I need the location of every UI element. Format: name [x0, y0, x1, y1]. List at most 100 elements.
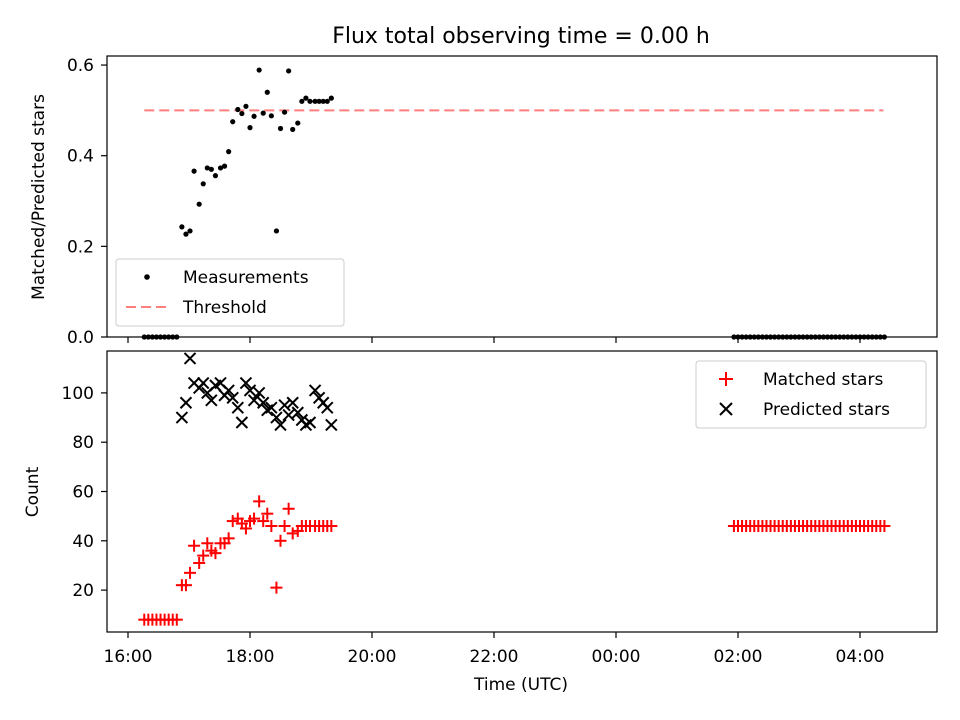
top-panel-frame: [106, 55, 938, 338]
measurement-point: [804, 334, 810, 340]
matched-star-point: [253, 495, 266, 508]
predicted-star-point: [265, 401, 278, 414]
legend-threshold-label: Threshold: [182, 298, 267, 318]
matched-stars-points: [138, 495, 891, 626]
measurement-point: [800, 334, 806, 340]
measurement-point: [239, 110, 245, 117]
measurement-point: [183, 231, 189, 237]
measurement-point: [286, 68, 292, 74]
top-x-ticks: [127, 337, 861, 343]
measurement-point: [312, 98, 318, 104]
measurement-point: [141, 334, 147, 340]
matched-star-point: [265, 520, 278, 533]
measurement-point: [747, 334, 753, 340]
predicted-star-point: [247, 394, 261, 407]
matched-star-point: [261, 507, 274, 520]
predicted-star-point: [179, 396, 193, 409]
bottom-panel: 20 40 60 80 100 16:00 18:00 20:00 22:00 00:00 02:…: [23, 350, 938, 695]
measurement-point: [772, 334, 778, 340]
measurement-point: [179, 224, 185, 230]
predicted-star-point: [235, 416, 249, 429]
legend-matched-marker: [719, 372, 733, 386]
measurement-point: [328, 95, 334, 101]
measurement-point: [166, 334, 172, 340]
x-tick-label: 22:00: [470, 647, 519, 667]
measurement-point: [200, 181, 206, 187]
measurement-point: [857, 334, 863, 340]
matched-star-point: [188, 539, 201, 552]
measurement-point: [873, 334, 879, 340]
measurement-point: [303, 95, 309, 101]
predicted-star-point: [231, 401, 245, 414]
measurement-point: [865, 334, 871, 340]
matched-star-point: [278, 520, 291, 533]
measurement-point: [881, 334, 888, 340]
measurement-point: [260, 110, 266, 116]
measurement-point: [869, 334, 875, 340]
matched-star-point: [226, 515, 239, 528]
measurement-point: [299, 98, 305, 104]
legend-predicted-marker: [719, 402, 733, 416]
matched-star-point: [170, 613, 183, 626]
measurement-point: [808, 334, 814, 340]
bottom-y-tick-label: 100: [62, 384, 94, 404]
measurement-point: [845, 334, 851, 340]
matched-star-point: [248, 512, 261, 525]
measurement-point: [221, 163, 228, 169]
measurement-point: [149, 334, 155, 340]
measurement-point: [816, 334, 822, 340]
matched-star-point: [197, 549, 210, 562]
measurement-points: [141, 67, 888, 340]
x-tick-label: 16:00: [104, 647, 153, 667]
predicted-star-point: [243, 384, 257, 397]
predicted-star-point: [325, 418, 338, 432]
predicted-star-point: [308, 384, 322, 397]
measurement-point: [145, 334, 151, 340]
measurement-point: [828, 334, 835, 340]
x-axis-label: Time (UTC): [473, 675, 568, 695]
predicted-star-point: [239, 376, 253, 390]
measurement-point: [235, 106, 241, 113]
predicted-star-point: [197, 376, 210, 390]
measurement-point: [833, 334, 839, 340]
measurement-point: [820, 334, 827, 340]
measurement-point: [751, 334, 757, 340]
measurement-point: [243, 103, 249, 109]
bottom-legend: Matched stars Predicted stars: [695, 360, 927, 429]
measurement-point: [743, 334, 749, 340]
measurement-point: [268, 113, 274, 119]
x-tick-label: 02:00: [714, 647, 763, 667]
bottom-y-ticks: 20 40 60 80 100: [62, 384, 107, 601]
measurement-point: [295, 120, 301, 126]
top-y-tick-label: 0.2: [67, 237, 94, 257]
bottom-y-tick-label: 60: [72, 483, 94, 503]
top-y-ticks: 0.0 0.2 0.4 0.6: [67, 56, 107, 348]
measurement-point: [824, 334, 831, 340]
predicted-star-point: [183, 352, 197, 365]
measurement-point: [256, 67, 262, 73]
predicted-stars-points: [175, 352, 338, 432]
measurement-point: [281, 109, 288, 115]
measurement-point: [780, 334, 786, 340]
predicted-star-point: [175, 411, 189, 424]
matched-star-point: [209, 547, 222, 560]
matched-star-point: [239, 522, 252, 535]
predicted-star-point: [282, 408, 295, 422]
top-y-tick-label: 0.4: [67, 147, 94, 167]
bottom-y-tick-label: 40: [72, 532, 94, 552]
measurement-point: [316, 98, 322, 104]
top-legend-box: [115, 258, 345, 327]
x-tick-label: 00:00: [592, 647, 641, 667]
matched-star-point: [179, 579, 192, 592]
matched-star-point: [184, 566, 197, 579]
measurement-point: [767, 334, 774, 340]
measurement-point: [776, 334, 782, 340]
measurement-point: [153, 334, 160, 340]
measurement-point: [796, 334, 802, 340]
matched-star-point: [282, 502, 295, 515]
predicted-star-point: [278, 399, 291, 412]
measurement-point: [841, 334, 847, 340]
bottom-legend-box: [695, 360, 927, 429]
matched-star-point: [286, 527, 299, 540]
